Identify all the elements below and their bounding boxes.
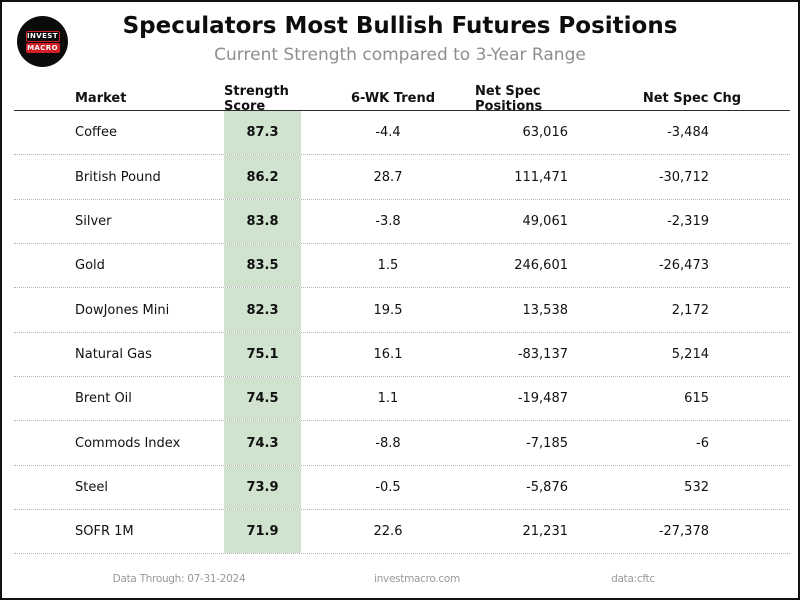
table-row: Commods Index 74.3 -8.8 -7,185 -6: [14, 421, 790, 466]
trend-cell: 1.1: [377, 391, 399, 407]
market-cell: Gold: [75, 258, 105, 274]
trend-cell: 19.5: [373, 302, 403, 318]
market-cell: British Pound: [75, 169, 161, 185]
positions-cell: 21,231: [522, 524, 569, 540]
col-header-net-spec-chg: Net Spec Chg: [642, 91, 742, 106]
col-header-6wk-trend: 6-WK Trend: [350, 91, 436, 106]
logo-invest-label: INVEST: [25, 30, 60, 42]
chg-cell: 532: [684, 479, 709, 495]
score-cell: 87.3: [224, 111, 301, 155]
positions-cell: -5,876: [526, 479, 568, 495]
trend-cell: 1.5: [377, 258, 399, 274]
score-cell: 86.2: [224, 155, 301, 199]
score-cell: 82.3: [224, 288, 301, 332]
score-cell: 71.9: [224, 510, 301, 554]
investmacro-logo-icon: INVEST MACRO: [17, 16, 68, 67]
logo-macro-label: MACRO: [25, 42, 60, 53]
score-cell: 83.5: [224, 244, 301, 288]
trend-cell: -0.5: [375, 479, 401, 495]
market-cell: Natural Gas: [75, 346, 152, 362]
market-cell: Silver: [75, 213, 112, 229]
table-row: DowJones Mini 82.3 19.5 13,538 2,172: [14, 288, 790, 333]
trend-cell: 16.1: [373, 346, 403, 362]
trend-cell: -3.8: [375, 213, 401, 229]
score-cell: 83.8: [224, 199, 301, 244]
positions-cell: -83,137: [517, 346, 568, 362]
market-cell: Steel: [75, 479, 108, 495]
positions-cell: 13,538: [522, 302, 569, 318]
score-cell: 73.9: [224, 465, 301, 510]
table-body: Coffee 87.3 -4.4 63,016 -3,484 British Pound 8…: [14, 111, 790, 555]
table-row: Coffee 87.3 -4.4 63,016 -3,484: [14, 111, 790, 156]
chg-cell: 615: [684, 391, 709, 407]
trend-cell: -8.8: [375, 435, 401, 451]
market-cell: Commods Index: [75, 435, 181, 451]
positions-cell: -7,185: [526, 435, 568, 451]
score-cell: 75.1: [224, 332, 301, 377]
table-row: British Pound 86.2 28.7 111,471 -30,712: [14, 155, 790, 200]
footer-data-source: data:cftc: [611, 573, 655, 585]
col-header-market: Market: [75, 91, 127, 106]
market-cell: DowJones Mini: [75, 302, 170, 318]
col-header-strength-score: Strength Score: [224, 83, 289, 114]
table-header-row: Market Strength Score 6-WK Trend Net Spe…: [14, 83, 790, 114]
market-cell: Coffee: [75, 125, 117, 141]
trend-cell: -4.4: [375, 125, 401, 141]
table-row: Silver 83.8 -3.8 49,061 -2,319: [14, 199, 790, 245]
score-cell: 74.5: [224, 377, 301, 421]
positions-cell: 63,016: [522, 125, 569, 141]
market-cell: SOFR 1M: [75, 524, 134, 540]
page-title: Speculators Most Bullish Futures Positio…: [122, 13, 678, 39]
table-row: Natural Gas 75.1 16.1 -83,137 5,214: [14, 332, 790, 378]
positions-cell: 49,061: [522, 213, 569, 229]
chg-cell: 2,172: [671, 302, 709, 318]
table-row: SOFR 1M 71.9 22.6 21,231 -27,378: [14, 510, 790, 555]
market-cell: Brent Oil: [75, 391, 132, 407]
table-row: Brent Oil 74.5 1.1 -19,487 615: [14, 377, 790, 422]
page-subtitle: Current Strength compared to 3-Year Rang…: [214, 45, 586, 65]
trend-cell: 22.6: [373, 524, 403, 540]
score-cell: 74.3: [224, 421, 301, 465]
positions-cell: 111,471: [514, 169, 568, 185]
chg-cell: -2,319: [667, 213, 709, 229]
chg-cell: -26,473: [658, 258, 709, 274]
chg-cell: -30,712: [658, 169, 709, 185]
table-row: Steel 73.9 -0.5 -5,876 532: [14, 465, 790, 511]
footer-data-through: Data Through: 07-31-2024: [112, 573, 246, 585]
positions-cell: -19,487: [517, 391, 568, 407]
chg-cell: -27,378: [658, 524, 709, 540]
chg-cell: 5,214: [671, 346, 709, 362]
trend-cell: 28.7: [373, 169, 403, 185]
positions-cell: 246,601: [514, 258, 568, 274]
footer-website: investmacro.com: [374, 573, 460, 585]
chg-cell: -6: [696, 435, 709, 451]
table-row: Gold 83.5 1.5 246,601 -26,473: [14, 244, 790, 289]
col-header-net-spec-positions: Net Spec Positions: [475, 83, 543, 114]
futures-positions-table: Market Strength Score 6-WK Trend Net Spe…: [14, 83, 790, 555]
chg-cell: -3,484: [667, 125, 709, 141]
